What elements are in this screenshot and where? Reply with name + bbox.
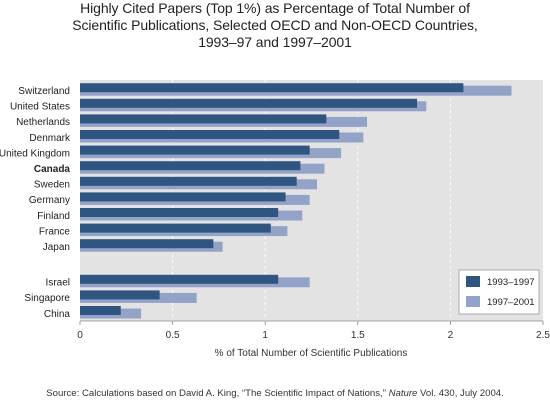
x-tick-label-1: 1 (262, 330, 268, 341)
bar-1993-1997-israel (80, 274, 279, 284)
bar-1993-1997-china (80, 306, 121, 315)
chart-title-line-2: Scientific Publications, Selected OECD a… (72, 17, 478, 33)
x-tick-label-0: 0 (77, 330, 83, 341)
category-label-sweden: Sweden (34, 180, 70, 191)
category-label-canada: Canada (34, 164, 71, 175)
category-label-united-kingdom: United Kingdom (0, 148, 70, 159)
chart-title-line-1: Highly Cited Papers (Top 1%) as Percenta… (80, 0, 470, 16)
bar-1993-1997-finland (80, 208, 279, 217)
legend: 1993–1997 1997–2001 (458, 269, 540, 315)
bar-1993-1997-netherlands (80, 114, 327, 124)
category-labels: Switzerland United States Netherlands Denma… (0, 86, 71, 320)
category-label-germany: Germany (29, 195, 70, 206)
legend-swatch-1997 (466, 296, 480, 307)
category-label-finland: Finland (37, 211, 70, 222)
chart-title: Highly Cited Papers (Top 1%) as Percenta… (0, 0, 550, 51)
category-label-singapore: Singapore (24, 293, 70, 304)
x-tick-labels: 0 0.5 1 1.5 2 2.5 (77, 321, 550, 341)
category-label-netherlands: Netherlands (16, 117, 70, 128)
bar-1993-1997-united-states (80, 98, 418, 108)
source-note: Source: Calculations based on David A. K… (0, 388, 550, 399)
bar-1993-1997-germany (80, 192, 286, 202)
bar-1993-1997-japan (80, 239, 214, 249)
source-prefix: Source: Calculations based on David A. K… (46, 388, 389, 399)
bar-1993-1997-switzerland (80, 83, 464, 93)
category-label-israel: Israel (46, 278, 70, 289)
source-suffix: Vol. 430, July 2004. (417, 388, 504, 399)
bar-chart: 0 0.5 1 1.5 2 2.5 Switzerland United States Net… (0, 80, 550, 359)
legend-swatch-1993 (466, 276, 480, 287)
category-label-denmark: Denmark (29, 133, 71, 144)
bar-1993-1997-sweden (80, 176, 297, 186)
category-label-japan: Japan (43, 242, 70, 253)
bar-1993-1997-united-kingdom (80, 145, 310, 155)
bar-1993-1997-france (80, 223, 271, 233)
x-tick-label-2: 2 (448, 330, 454, 341)
x-tick-label-0-5: 0.5 (166, 330, 180, 341)
legend-label-1997: 1997–2001 (487, 297, 535, 308)
legend-label-1993: 1993–1997 (487, 277, 535, 288)
category-label-china: China (44, 309, 71, 320)
x-tick-label-2-5: 2.5 (536, 330, 550, 341)
chart-title-line-3: 1993–97 and 1997–2001 (198, 34, 352, 50)
category-label-united-states: United States (10, 102, 70, 113)
x-tick-label-1-5: 1.5 (351, 330, 365, 341)
category-label-switzerland: Switzerland (18, 86, 70, 97)
x-axis-label: % of Total Number of Scientific Publicat… (215, 348, 408, 359)
bar-1993-1997-canada (80, 161, 301, 171)
bars (80, 83, 512, 319)
source-journal: Nature (388, 388, 418, 399)
bar-1993-1997-denmark (80, 130, 340, 139)
bar-1993-1997-singapore (80, 290, 160, 300)
category-label-france: France (39, 226, 71, 237)
